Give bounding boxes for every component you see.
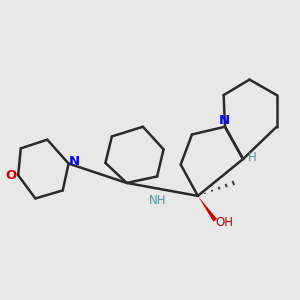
Text: N: N [219, 114, 230, 128]
Text: NH: NH [149, 194, 166, 207]
Text: OH: OH [215, 215, 233, 229]
Text: H: H [248, 151, 256, 164]
Text: O: O [5, 169, 17, 182]
Polygon shape [198, 196, 217, 222]
Text: N: N [69, 155, 80, 169]
